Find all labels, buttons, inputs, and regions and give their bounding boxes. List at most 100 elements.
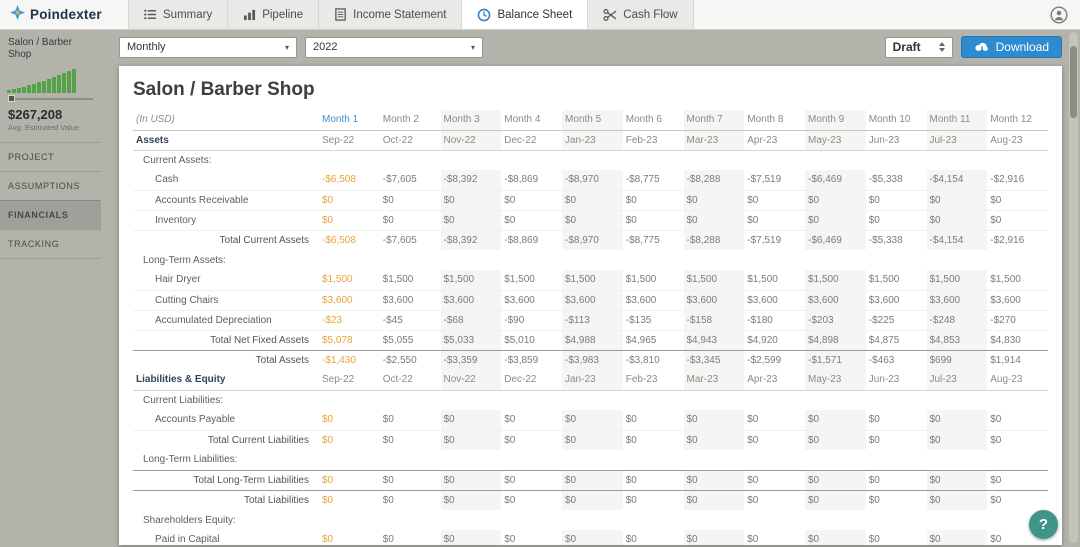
- month-header-3[interactable]: Month 3: [440, 110, 502, 131]
- slider-handle[interactable]: [8, 95, 15, 102]
- date-header: Nov-22: [440, 130, 502, 151]
- value-cell: $0: [379, 210, 441, 231]
- date-header: Jan-23: [562, 370, 623, 391]
- month-header-1[interactable]: Month 1: [319, 110, 380, 131]
- vertical-scrollbar[interactable]: [1069, 32, 1078, 543]
- sidebar-item-financials[interactable]: FINANCIALS: [0, 200, 101, 230]
- tab-pipeline[interactable]: Pipeline: [227, 0, 320, 29]
- sidebar-item-assumptions[interactable]: ASSUMPTIONS: [0, 172, 101, 201]
- value-cell: -$3,983: [562, 349, 623, 370]
- date-header: Mar-23: [683, 130, 745, 151]
- tab-summary[interactable]: Summary: [128, 0, 229, 29]
- app-logo[interactable]: Poindexter: [0, 0, 128, 29]
- date-header: Jan-23: [562, 130, 623, 151]
- row-label: Total Net Fixed Assets: [133, 329, 319, 350]
- value-cell[interactable]: $0: [319, 190, 380, 211]
- row-label: Total Assets: [133, 349, 319, 370]
- help-button[interactable]: ?: [1029, 510, 1058, 539]
- value-cell: -$6,469: [805, 229, 866, 250]
- value-cell: $0: [805, 210, 866, 231]
- status-select[interactable]: Draft: [884, 36, 953, 58]
- date-header: May-23: [805, 370, 866, 391]
- value-cell: $0: [744, 469, 805, 490]
- value-cell[interactable]: $1,500: [319, 270, 380, 291]
- value-cell[interactable]: -$6,508: [319, 229, 380, 250]
- value-cell: -$8,392: [440, 170, 502, 191]
- value-cell[interactable]: $0: [319, 530, 380, 545]
- value-cell: -$113: [562, 310, 623, 331]
- value-cell: $4,898: [805, 329, 866, 350]
- value-cell: $5,033: [440, 329, 502, 350]
- value-cell: -$2,916: [987, 170, 1048, 191]
- year-select[interactable]: 2022 ▾: [305, 36, 483, 58]
- value-cell: $3,600: [501, 290, 562, 311]
- month-header-2[interactable]: Month 2: [379, 110, 441, 131]
- month-header-9[interactable]: Month 9: [805, 110, 866, 131]
- month-header-10[interactable]: Month 10: [865, 110, 927, 131]
- bar-chart-icon: [243, 8, 256, 21]
- value-cell[interactable]: $0: [319, 469, 380, 490]
- value-cell: $0: [926, 530, 988, 545]
- value-cell: -$8,869: [501, 229, 562, 250]
- value-cell: $0: [379, 410, 441, 431]
- value-cell: $0: [622, 190, 684, 211]
- value-cell[interactable]: $5,078: [319, 329, 380, 350]
- value-cell: $1,500: [622, 270, 684, 291]
- month-header-8[interactable]: Month 8: [744, 110, 805, 131]
- value-cell: $0: [865, 530, 927, 545]
- download-button[interactable]: Download: [960, 36, 1062, 58]
- sparkline-range-slider[interactable]: [8, 95, 93, 102]
- month-header-12[interactable]: Month 12: [987, 110, 1048, 131]
- date-header: Apr-23: [744, 130, 805, 151]
- value-cell: -$8,288: [683, 229, 745, 250]
- month-header-11[interactable]: Month 11: [926, 110, 988, 131]
- value-cell: $0: [683, 410, 745, 431]
- value-cell: $3,600: [562, 290, 623, 311]
- sidebar-item-project[interactable]: PROJECT: [0, 143, 101, 172]
- sparkline-bar: [22, 87, 26, 93]
- date-header: Jun-23: [865, 370, 927, 391]
- tab-cash-flow[interactable]: Cash Flow: [587, 0, 694, 29]
- document-icon: [334, 8, 347, 21]
- sidebar-item-tracking[interactable]: TRACKING: [0, 230, 101, 259]
- value-cell[interactable]: -$23: [319, 310, 380, 331]
- tab-balance-sheet[interactable]: Balance Sheet: [461, 0, 589, 29]
- value-cell: -$3,345: [683, 349, 745, 370]
- tab-label: Balance Sheet: [497, 8, 573, 21]
- sparkline-bar: [32, 84, 36, 93]
- value-cell: -$5,338: [865, 170, 927, 191]
- tab-label: Income Statement: [353, 8, 447, 21]
- date-header: Mar-23: [683, 370, 745, 391]
- value-cell: $0: [562, 190, 623, 211]
- balance-sheet-table: (In USD) Month 1 Month 2 Month 3 Month 4 Mont…: [133, 110, 1048, 545]
- month-header-7[interactable]: Month 7: [683, 110, 745, 131]
- month-header-6[interactable]: Month 6: [622, 110, 684, 131]
- period-select[interactable]: Monthly ▾: [119, 36, 297, 58]
- value-cell[interactable]: $0: [319, 429, 380, 450]
- value-cell[interactable]: -$1,430: [319, 349, 380, 370]
- value-cell: $0: [501, 469, 562, 490]
- value-cell[interactable]: $0: [319, 410, 380, 431]
- up-down-arrows-icon: [938, 42, 945, 52]
- value-cell[interactable]: -$6,508: [319, 170, 380, 191]
- value-cell: $0: [987, 469, 1048, 490]
- value-cell[interactable]: $0: [319, 489, 380, 510]
- value-cell: $0: [501, 210, 562, 231]
- toolbar: Monthly ▾ 2022 ▾ Draft Download: [119, 36, 1062, 58]
- scrollbar-thumb[interactable]: [1070, 46, 1077, 118]
- value-cell[interactable]: $3,600: [319, 290, 380, 311]
- row-label: Cash: [133, 170, 319, 191]
- value-cell: $0: [562, 469, 623, 490]
- tab-income-statement[interactable]: Income Statement: [318, 0, 463, 29]
- value-cell: $0: [865, 210, 927, 231]
- value-cell: $1,500: [805, 270, 866, 291]
- value-cell: $0: [683, 530, 745, 545]
- account-help-icon[interactable]: [1050, 5, 1068, 24]
- month-header-4[interactable]: Month 4: [501, 110, 562, 131]
- date-header: Aug-23: [987, 130, 1048, 151]
- group-label: Liabilities & Equity: [133, 370, 319, 391]
- status-select-value: Draft: [892, 40, 921, 54]
- value-cell: $0: [744, 190, 805, 211]
- value-cell[interactable]: $0: [319, 210, 380, 231]
- month-header-5[interactable]: Month 5: [562, 110, 623, 131]
